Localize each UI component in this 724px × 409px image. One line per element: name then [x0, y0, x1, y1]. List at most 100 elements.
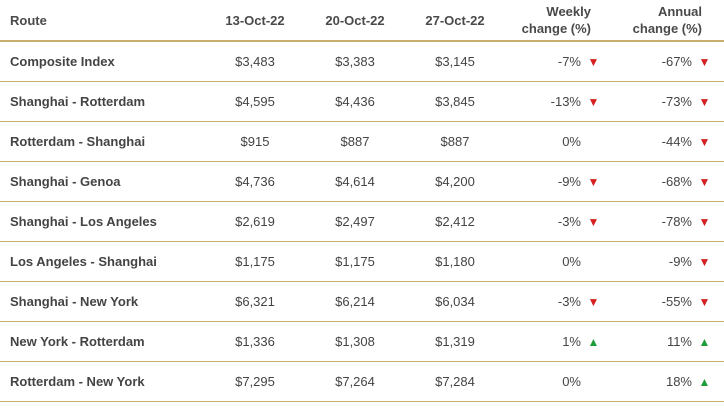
triangle-down-icon: ▼	[587, 94, 600, 109]
table-row: Shanghai - Rotterdam $4,595 $4,436 $3,845 -1…	[0, 81, 724, 122]
table-row: Composite Index $3,483 $3,383 $3,145 -7% ▼ -67…	[0, 41, 724, 82]
triangle-down-icon: ▼	[587, 174, 600, 189]
rate-cell-date-2: $1,308	[305, 321, 405, 362]
weekly-change-cell-value: 0%	[562, 253, 581, 269]
date-column-header-2: 20-Oct-22	[305, 0, 405, 42]
annual-change-cell: -9% ▼	[613, 241, 724, 282]
annual-change-cell: -73% ▼	[613, 81, 724, 122]
rate-cell-date-2: $4,436	[305, 81, 405, 122]
weekly-change-cell: -9% ▼	[505, 161, 613, 202]
triangle-down-icon: ▼	[698, 54, 711, 69]
weekly-change-cell-value: -9%	[557, 173, 581, 189]
triangle-up-icon: ▲	[587, 334, 600, 349]
weekly-header-line-1: Weekly	[546, 4, 591, 19]
annual-change-cell: -68% ▼	[613, 161, 724, 202]
rate-cell-date-1: $4,736	[205, 161, 305, 202]
no-change-spacer: ▼	[587, 375, 600, 389]
route-name-cell: Shanghai - Genoa	[0, 161, 205, 202]
route-name-cell: Shanghai - Rotterdam	[0, 81, 205, 122]
rate-cell-date-1: $915	[205, 121, 305, 162]
triangle-down-icon: ▼	[587, 294, 600, 309]
rate-cell-date-1: $2,619	[205, 201, 305, 242]
rate-cell-date-1: $4,595	[205, 81, 305, 122]
triangle-down-icon: ▼	[698, 294, 711, 309]
annual-header-line-2: change (%)	[632, 21, 702, 36]
weekly-change-cell-value: -13%	[550, 93, 581, 109]
annual-header-line-1: Annual	[657, 4, 702, 19]
weekly-change-cell: 0% ▼	[505, 121, 613, 162]
rate-cell-date-3: $4,200	[405, 161, 505, 202]
rate-cell-date-3: $1,319	[405, 321, 505, 362]
rate-cell-date-3: $7,284	[405, 361, 505, 402]
route-name-cell: Rotterdam - Shanghai	[0, 121, 205, 162]
annual-change-cell: -55% ▼	[613, 281, 724, 322]
rate-cell-date-2: $4,614	[305, 161, 405, 202]
weekly-change-cell: -3% ▼	[505, 281, 613, 322]
table-row: Shanghai - Los Angeles $2,619 $2,497 $2,412…	[0, 201, 724, 242]
annual-change-cell-value: -78%	[661, 213, 692, 229]
triangle-up-icon: ▲	[698, 334, 711, 349]
annual-change-cell-value: -67%	[661, 53, 692, 69]
weekly-change-cell-value: -7%	[557, 53, 581, 69]
rate-cell-date-3: $3,145	[405, 41, 505, 82]
annual-change-cell-value: -68%	[661, 173, 692, 189]
weekly-header-line-2: change (%)	[521, 21, 591, 36]
route-name-cell: Rotterdam - New York	[0, 361, 205, 402]
weekly-change-cell-value: 0%	[562, 373, 581, 389]
weekly-change-cell-value: 1%	[562, 333, 581, 349]
route-name-cell: Los Angeles - Shanghai	[0, 241, 205, 282]
table-row: New York - Rotterdam $1,336 $1,308 $1,319 1%…	[0, 321, 724, 362]
route-name-cell: New York - Rotterdam	[0, 321, 205, 362]
rate-cell-date-2: $887	[305, 121, 405, 162]
weekly-change-cell-value: -3%	[557, 213, 581, 229]
triangle-down-icon: ▼	[698, 174, 711, 189]
rate-cell-date-3: $887	[405, 121, 505, 162]
weekly-change-cell: 1% ▲	[505, 321, 613, 362]
annual-change-column-header: Annual change (%)	[613, 0, 724, 42]
rate-cell-date-1: $7,295	[205, 361, 305, 402]
route-name-cell: Shanghai - Los Angeles	[0, 201, 205, 242]
rate-cell-date-1: $1,336	[205, 321, 305, 362]
annual-change-cell-value: -73%	[661, 93, 692, 109]
table-body: Composite Index $3,483 $3,383 $3,145 -7% ▼ -67…	[0, 41, 724, 402]
table-row: Shanghai - Genoa $4,736 $4,614 $4,200 -9% ▼ -6…	[0, 161, 724, 202]
rate-cell-date-3: $1,180	[405, 241, 505, 282]
weekly-change-cell: 0% ▼	[505, 241, 613, 282]
table-header-row: Route 13-Oct-22 20-Oct-22 27-Oct-22 Week…	[0, 0, 724, 42]
table-row: Los Angeles - Shanghai $1,175 $1,175 $1,180…	[0, 241, 724, 282]
triangle-up-icon: ▲	[698, 374, 711, 389]
annual-change-cell-value: 11%	[666, 333, 692, 349]
rate-cell-date-3: $2,412	[405, 201, 505, 242]
weekly-change-cell: -3% ▼	[505, 201, 613, 242]
rate-cell-date-2: $7,264	[305, 361, 405, 402]
rate-cell-date-3: $6,034	[405, 281, 505, 322]
table-row: Rotterdam - New York $7,295 $7,264 $7,284 0%…	[0, 361, 724, 402]
rate-cell-date-1: $1,175	[205, 241, 305, 282]
annual-change-cell-value: -44%	[661, 133, 692, 149]
rate-cell-date-1: $6,321	[205, 281, 305, 322]
annual-change-cell: 18% ▲	[613, 361, 724, 402]
no-change-spacer: ▼	[587, 255, 600, 269]
route-name-cell: Composite Index	[0, 41, 205, 82]
route-column-header: Route	[0, 0, 205, 42]
annual-change-cell: -67% ▼	[613, 41, 724, 82]
triangle-down-icon: ▼	[698, 214, 711, 229]
weekly-change-cell: -13% ▼	[505, 81, 613, 122]
annual-change-cell-value: -55%	[661, 293, 692, 309]
rate-cell-date-2: $1,175	[305, 241, 405, 282]
rate-cell-date-3: $3,845	[405, 81, 505, 122]
route-name-cell: Shanghai - New York	[0, 281, 205, 322]
triangle-down-icon: ▼	[698, 94, 711, 109]
triangle-down-icon: ▼	[587, 214, 600, 229]
weekly-change-cell-value: 0%	[562, 133, 581, 149]
annual-change-cell-value: 18%	[665, 373, 692, 389]
rate-cell-date-2: $3,383	[305, 41, 405, 82]
no-change-spacer: ▼	[587, 135, 600, 149]
triangle-down-icon: ▼	[587, 54, 600, 69]
weekly-change-column-header: Weekly change (%)	[505, 0, 613, 42]
rate-cell-date-1: $3,483	[205, 41, 305, 82]
weekly-change-cell: 0% ▼	[505, 361, 613, 402]
